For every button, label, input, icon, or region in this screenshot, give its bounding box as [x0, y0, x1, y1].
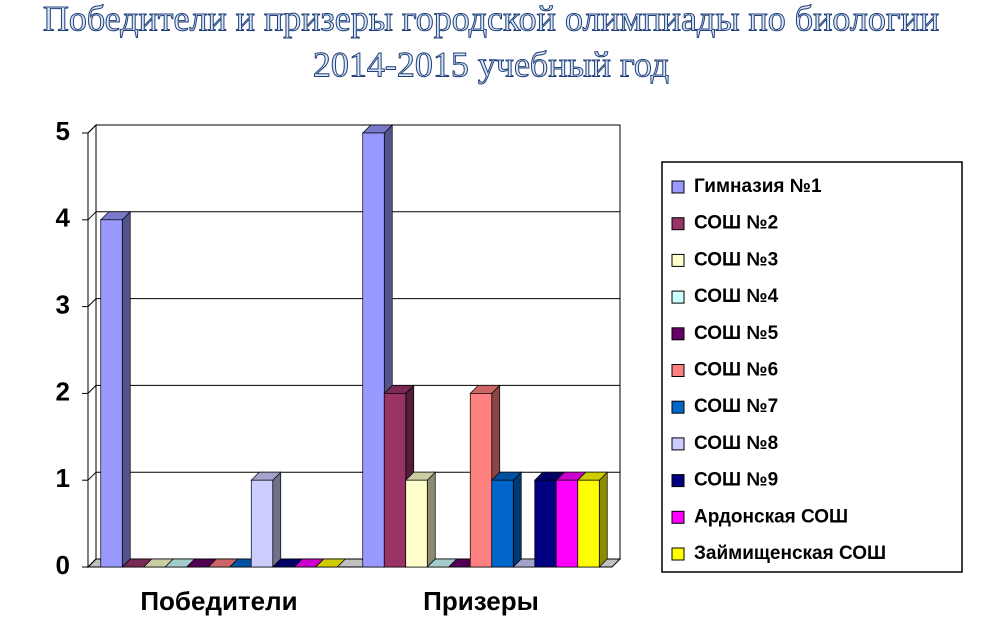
legend-swatch [671, 180, 685, 194]
grid-line [87, 471, 97, 481]
chart-subtitle: 2014-2015 учебный год [313, 44, 669, 84]
bar-side [426, 471, 436, 568]
grid-line [87, 124, 97, 134]
y-tick-label: 2 [56, 376, 70, 406]
legend-label: СОШ №6 [694, 360, 778, 381]
legend-label: СОШ №2 [694, 213, 778, 234]
x-tick-label: Призеры [423, 586, 539, 616]
bar [405, 479, 428, 568]
bar-top [314, 558, 347, 568]
legend-label: СОШ №5 [694, 323, 779, 344]
legend-label: СОШ №3 [694, 249, 778, 270]
y-tick-label: 0 [56, 550, 70, 580]
legend-label: СОШ №4 [694, 286, 779, 307]
y-tick-label: 5 [56, 116, 70, 146]
bar [555, 479, 579, 568]
bar-side [272, 471, 282, 568]
legend-label: Займищенская СОШ [694, 543, 886, 564]
legend-label: Ардонская СОШ [694, 506, 848, 527]
x-tick-label: Победители [140, 586, 297, 616]
bar [362, 132, 385, 568]
legend-swatch [671, 364, 685, 377]
bar [577, 479, 600, 568]
bar [491, 479, 514, 568]
bar [100, 219, 123, 568]
y-tick-label: 1 [56, 463, 70, 493]
grid-line [87, 385, 97, 394]
legend-swatch [671, 327, 685, 341]
y-tick-label: 4 [56, 203, 71, 233]
chart-title: Победители и призеры городской олимпиады… [43, 0, 939, 38]
y-tick-label: 3 [56, 289, 70, 319]
legend-swatch [671, 290, 685, 304]
legend-swatch [671, 547, 685, 561]
legend-swatch [671, 400, 685, 414]
legend-swatch [671, 437, 685, 451]
legend-swatch [671, 510, 685, 524]
legend-swatch [671, 253, 685, 267]
side-wall [87, 123, 97, 569]
bar [250, 479, 274, 568]
bar [534, 479, 557, 568]
bar [469, 393, 493, 568]
legend-box [661, 161, 963, 573]
legend-label: СОШ №7 [694, 396, 778, 417]
bar-side [512, 471, 522, 568]
legend-label: СОШ №9 [694, 470, 778, 491]
grid-line [87, 211, 97, 221]
legend-label: СОШ №8 [694, 433, 778, 454]
grid-line [87, 298, 97, 307]
legend-label: Гимназия №1 [694, 176, 822, 197]
legend-swatch [671, 217, 685, 231]
bar-side [121, 210, 131, 568]
legend-swatch [671, 474, 685, 488]
bar-side [598, 471, 608, 568]
grid-line [87, 558, 97, 568]
bar [383, 393, 407, 568]
